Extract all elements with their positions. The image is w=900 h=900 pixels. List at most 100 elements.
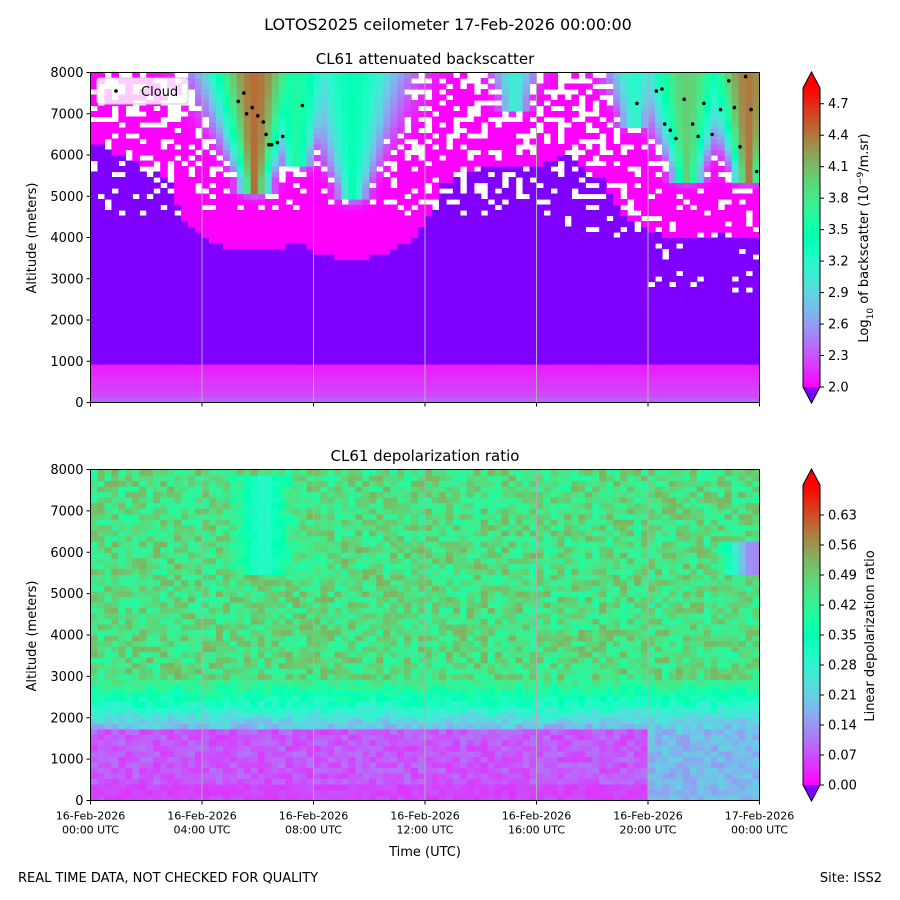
heatmap-cell (160, 160, 168, 167)
heatmap-cell (125, 243, 133, 250)
heatmap-cell (278, 94, 287, 101)
heatmap-cell (153, 116, 161, 123)
heatmap-cell (313, 116, 322, 123)
heatmap-cell (425, 292, 433, 299)
heatmap-cell (648, 270, 656, 277)
heatmap-cell (515, 83, 524, 90)
heatmap-cell (710, 237, 719, 244)
heatmap-cell (229, 237, 238, 244)
heatmap-cell (118, 259, 126, 266)
heatmap-cell (334, 369, 342, 376)
heatmap-cell (494, 303, 503, 310)
heatmap-cell (390, 314, 398, 321)
heatmap-cell (104, 210, 113, 217)
heatmap-cell (132, 375, 140, 382)
heatmap-cell (501, 138, 510, 145)
heatmap-cell (369, 270, 377, 277)
heatmap-cell (215, 72, 224, 79)
heatmap-cell (236, 210, 245, 217)
heatmap-cell (578, 237, 586, 244)
heatmap-cell (682, 237, 691, 244)
heatmap-cell (132, 287, 140, 294)
heatmap-cell (418, 254, 426, 261)
heatmap-cell (425, 281, 433, 288)
heatmap-cell (320, 237, 329, 244)
heatmap-cell (634, 215, 642, 222)
heatmap-cell (627, 397, 635, 403)
heatmap-cell (215, 336, 224, 343)
heatmap-cell (299, 155, 308, 162)
heatmap-cell (202, 78, 210, 85)
heatmap-cell (418, 193, 426, 200)
heatmap-cell (236, 237, 245, 244)
heatmap-cell (425, 254, 433, 261)
heatmap-cell (459, 375, 468, 382)
heatmap-cell (285, 160, 294, 167)
heatmap-cell (257, 325, 266, 332)
heatmap-cell (355, 386, 363, 393)
heatmap-cell (181, 270, 189, 277)
heatmap-cell (696, 221, 705, 228)
heatmap-cell (181, 353, 189, 360)
heatmap-cell (383, 358, 391, 365)
heatmap-cell (215, 353, 224, 360)
heatmap-cell (320, 155, 329, 162)
heatmap-cell (703, 237, 712, 244)
heatmap-cell (97, 237, 106, 244)
heatmap-cell (703, 358, 712, 365)
heatmap-cell (153, 149, 161, 156)
heatmap-cell (564, 298, 572, 305)
heatmap-cell (369, 303, 377, 310)
heatmap-cell (202, 336, 210, 343)
heatmap-cell (557, 358, 565, 365)
heatmap-cell (431, 188, 440, 195)
heatmap-cell (536, 303, 545, 310)
heatmap-cell (236, 105, 245, 112)
heatmap-cell (118, 358, 126, 365)
heatmap-cell (376, 353, 384, 360)
heatmap-cell (585, 199, 593, 206)
heatmap-cell (355, 133, 363, 140)
heatmap-cell (536, 298, 545, 305)
heatmap-cell (90, 298, 99, 305)
heatmap-cell (250, 215, 259, 222)
heatmap-cell (320, 248, 329, 255)
heatmap-cell (320, 160, 329, 167)
heatmap-cell (536, 259, 545, 266)
heatmap-cell (438, 380, 447, 387)
heatmap-cell (355, 160, 363, 167)
heatmap-cell (571, 248, 579, 255)
heatmap-cell (585, 237, 593, 244)
heatmap-cell (167, 386, 175, 393)
heatmap-cell (369, 276, 377, 283)
heatmap-cell (334, 193, 342, 200)
heatmap-cell (689, 298, 698, 305)
heatmap-cell (341, 314, 349, 321)
heatmap-cell (404, 303, 412, 310)
heatmap-cell (536, 188, 545, 195)
heatmap-cell (362, 100, 370, 107)
heatmap-cell (550, 380, 559, 387)
heatmap-cell (438, 171, 447, 178)
heatmap-cell (236, 149, 245, 156)
heatmap-cell (696, 226, 705, 233)
heatmap-cell (188, 303, 196, 310)
heatmap-cell (445, 336, 454, 343)
heatmap-cell (438, 309, 447, 316)
heatmap-cell (620, 111, 628, 118)
heatmap-cell (243, 105, 252, 112)
heatmap-cell (425, 149, 433, 156)
heatmap-cell (592, 364, 600, 371)
heatmap-cell (195, 386, 203, 393)
heatmap-cell (320, 331, 329, 338)
heatmap-cell (320, 309, 329, 316)
heatmap-cell (564, 358, 572, 365)
heatmap-cell (613, 298, 621, 305)
heatmap-cell (97, 138, 106, 145)
heatmap-cell (153, 287, 161, 294)
heatmap-cell (153, 226, 161, 233)
heatmap-cell (571, 254, 579, 261)
heatmap-cell (257, 177, 266, 184)
heatmap-cell (188, 215, 196, 222)
heatmap-cell (571, 265, 579, 272)
